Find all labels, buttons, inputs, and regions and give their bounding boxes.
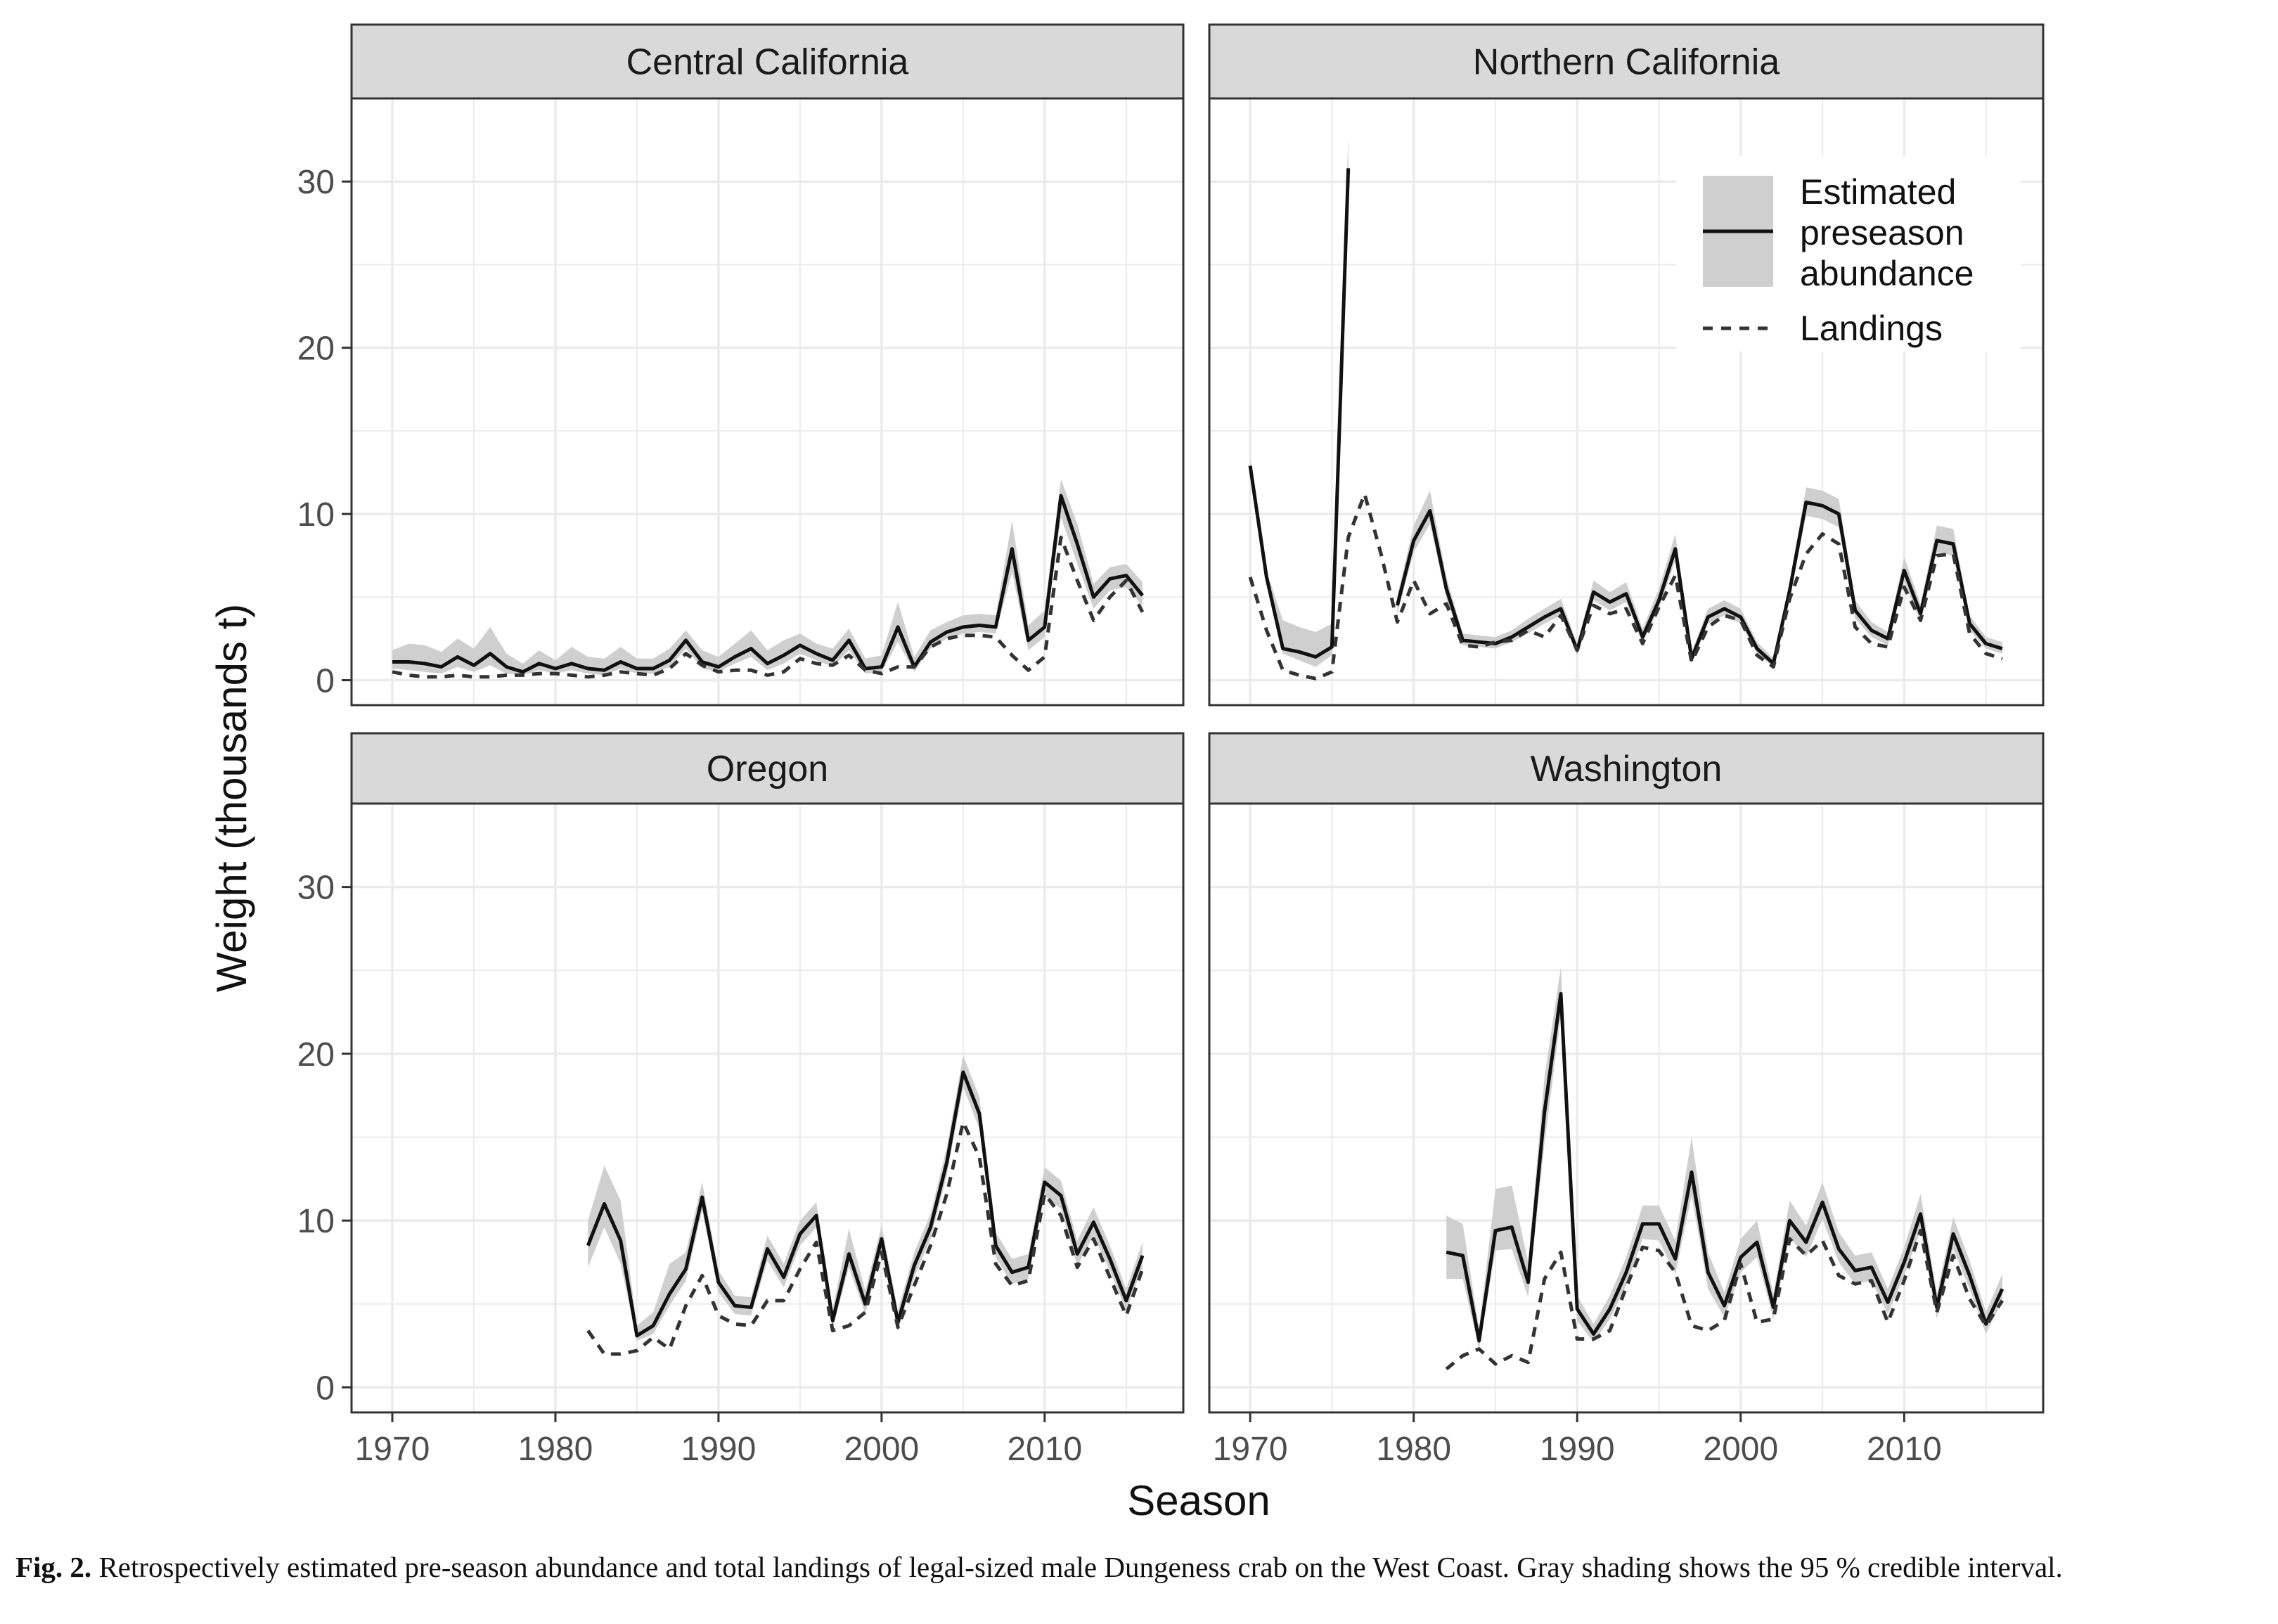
x-tick-label: 2000 <box>1703 1431 1778 1468</box>
y-tick-label: 10 <box>297 1203 335 1240</box>
panels: Central California 0 10 20 30 Northern Califo… <box>297 23 2045 1468</box>
y-axis-label: Weight (thousands t) <box>208 604 255 993</box>
y-tick-label: 30 <box>297 870 335 907</box>
facet-title: Central California <box>626 42 909 83</box>
landings-line <box>1248 492 2003 681</box>
credible-interval-band <box>392 479 1143 676</box>
facet-strip <box>350 732 1185 805</box>
x-tick-label: 2010 <box>1867 1431 1942 1468</box>
legend-landings: Landings <box>1800 309 1943 348</box>
abundance-line <box>392 494 1144 674</box>
x-tick-label: 2000 <box>844 1431 919 1468</box>
credible-interval-band <box>1397 487 2002 667</box>
facet-title: Northern California <box>1473 42 1780 83</box>
figure-caption: Fig. 2. Retrospectively estimated pre-se… <box>15 1547 2265 1587</box>
abundance-line <box>1395 501 2003 666</box>
facet-title: Washington <box>1531 749 1723 790</box>
y-tick-label: 20 <box>297 330 335 368</box>
y-tick-label: 0 <box>316 663 335 700</box>
panel-northern-california: Northern California <box>1208 23 2045 707</box>
landings-line <box>1445 1228 2004 1371</box>
caption-label: Fig. 2. <box>15 1551 92 1583</box>
x-tick-label: 1970 <box>1213 1431 1288 1468</box>
x-tick-label: 2010 <box>1007 1431 1082 1468</box>
abundance-line <box>586 1070 1145 1338</box>
plot-area <box>352 804 1183 1412</box>
x-axis-label: Season <box>1127 1477 1270 1524</box>
x-tick-label: 1990 <box>681 1431 757 1468</box>
x-tick-label: 1980 <box>518 1431 593 1468</box>
caption-text: Retrospectively estimated pre-season abu… <box>98 1551 2063 1583</box>
y-tick-label: 30 <box>297 164 335 201</box>
panel-oregon: Oregon 0 10 20 30 1970 1980 1990 2000 2010 <box>297 732 1185 1468</box>
y-tick-label: 10 <box>297 496 335 534</box>
legend-abundance-line1: Estimated <box>1800 172 1956 212</box>
facet-title: Oregon <box>707 749 828 790</box>
panel-central-california: Central California 0 10 20 30 <box>297 23 1185 707</box>
credible-interval-band <box>588 1055 1143 1341</box>
abundance-line <box>1248 168 1351 659</box>
legend: Estimated preseason abundance Landings <box>1676 156 2021 352</box>
faceted-line-chart: Central California 0 10 20 30 Northern Califo… <box>208 23 2045 1524</box>
legend-abundance-line3: abundance <box>1800 254 1974 293</box>
x-tick-label: 1970 <box>355 1431 430 1468</box>
plot-area <box>352 98 1183 705</box>
facet-strip <box>350 23 1185 100</box>
facet-strip <box>1208 732 2045 805</box>
landings-line <box>392 535 1145 679</box>
x-tick-label: 1980 <box>1376 1431 1451 1468</box>
landings-line <box>586 1120 1145 1356</box>
plot-area <box>1209 804 2043 1412</box>
legend-abundance-line2: preseason <box>1800 213 1964 252</box>
x-tick-label: 1990 <box>1540 1431 1615 1468</box>
y-tick-label: 20 <box>297 1036 335 1074</box>
y-tick-label: 0 <box>316 1370 335 1407</box>
facet-strip <box>1208 23 2045 100</box>
abundance-line <box>1446 992 2004 1343</box>
panel-washington: Washington 1970 1980 1990 2000 2010 <box>1208 732 2045 1468</box>
